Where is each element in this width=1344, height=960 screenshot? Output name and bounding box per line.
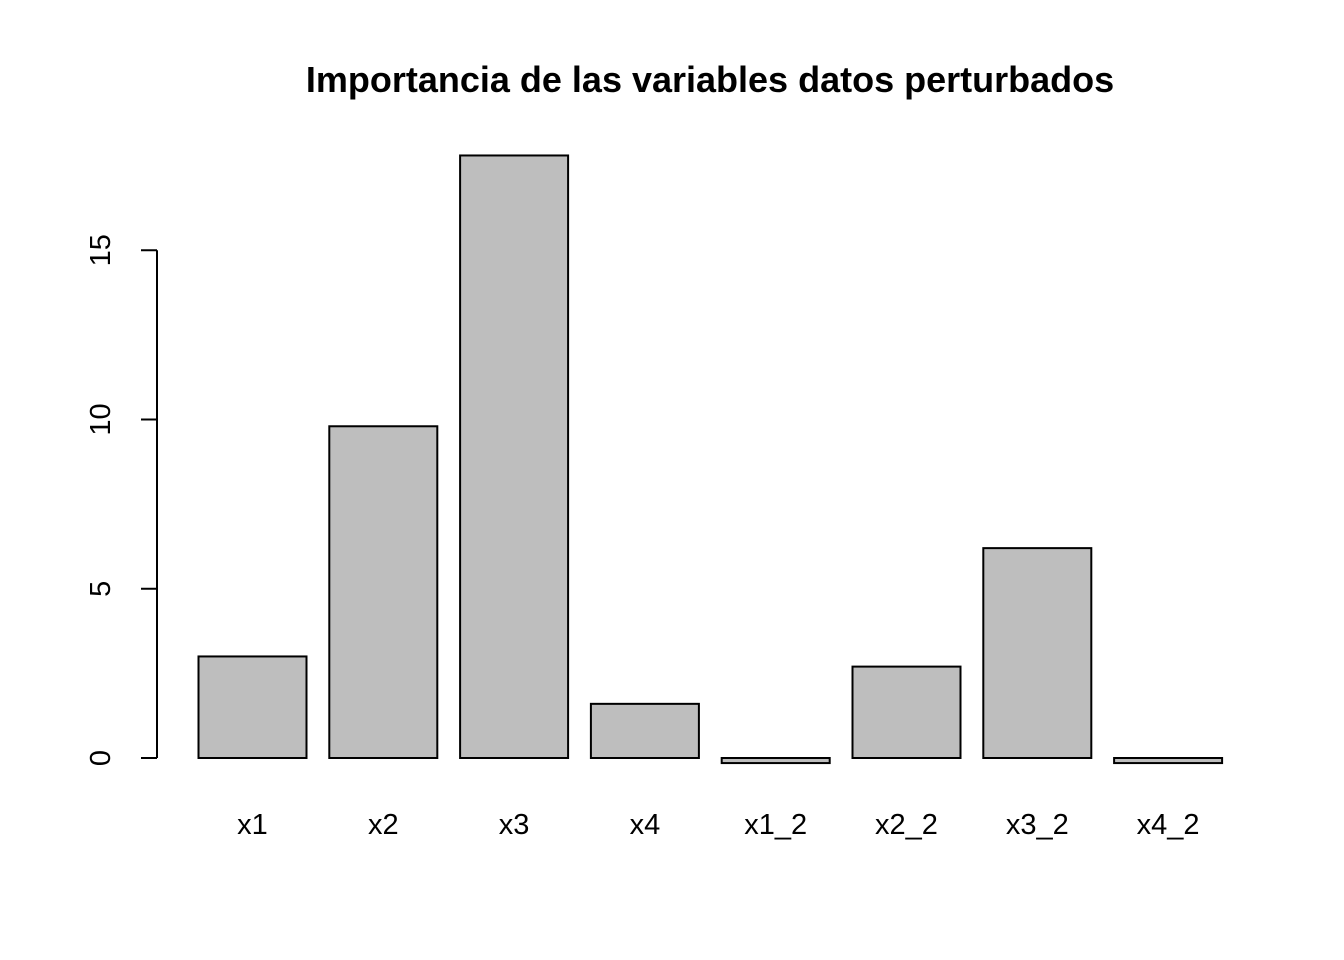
x-tick-label-x4_2: x4_2 — [1137, 809, 1200, 841]
y-tick-label: 15 — [85, 234, 117, 266]
bar-x3_2 — [982, 547, 1093, 759]
bar-x4_2 — [1113, 757, 1224, 765]
x-tick-labels: x1 x2 x3 x4 x1_2 x2_2 x3_2 x4_2 — [237, 809, 1199, 841]
x-tick-label-x3_2: x3_2 — [1006, 809, 1069, 841]
x-tick-label-x2_2: x2_2 — [875, 809, 938, 841]
bars — [197, 154, 1224, 765]
y-tick-label: 0 — [85, 750, 117, 766]
chart-title: Importancia de las variables datos pertu… — [306, 59, 1114, 100]
bar-x4 — [589, 702, 700, 760]
x-tick-label-x1: x1 — [237, 809, 268, 841]
y-tick-label: 5 — [85, 581, 117, 597]
bar-x2_2 — [851, 665, 962, 759]
bar-x1_2 — [720, 757, 831, 765]
y-tick-label: 10 — [85, 403, 117, 435]
x-tick-label-x3: x3 — [499, 809, 530, 841]
y-axis: 0 5 10 15 — [85, 234, 158, 766]
bar-x2 — [328, 425, 439, 759]
x-tick-label-x4: x4 — [630, 809, 661, 841]
bar-x3 — [459, 154, 570, 760]
x-tick-label-x1_2: x1_2 — [744, 809, 807, 841]
bar-x1 — [197, 655, 308, 760]
x-tick-label-x2: x2 — [368, 809, 399, 841]
